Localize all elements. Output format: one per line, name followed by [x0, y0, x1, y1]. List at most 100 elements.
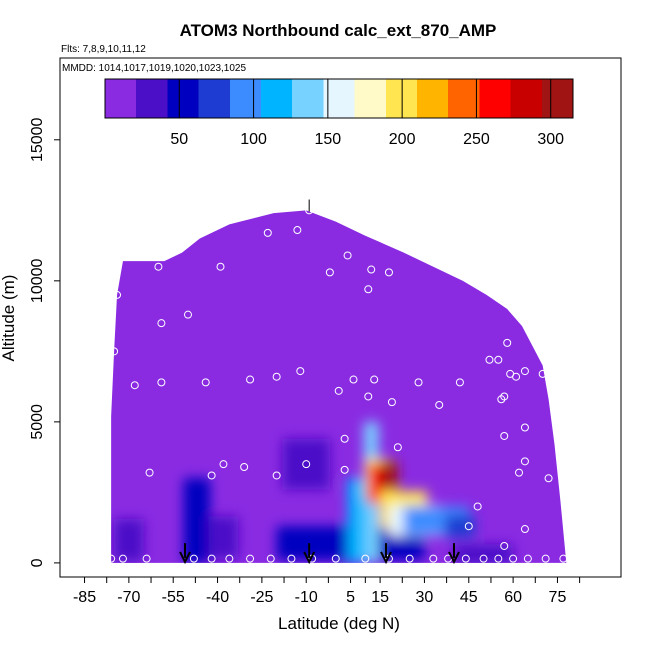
dates-note: MMDD: 1014,1017,1019,1020,1023,1025: [62, 63, 246, 74]
sample-point: [201, 378, 210, 387]
sample-point: [293, 226, 302, 235]
x-axis-label: Latitude (deg N): [278, 614, 400, 633]
sample-point: [520, 525, 529, 534]
arrow-head: [380, 551, 392, 565]
colorbar-tick-label: 250: [463, 131, 490, 148]
sample-point: [331, 554, 340, 563]
sample-point: [523, 554, 532, 563]
x-tick-label: -85: [73, 589, 96, 606]
sample-point: [364, 285, 373, 294]
sample-point: [219, 460, 228, 469]
arrow-head: [448, 551, 460, 565]
sample-point: [89, 406, 98, 415]
sample-point: [455, 378, 464, 387]
sample-point: [157, 319, 166, 328]
colorbar-tick-label: 150: [315, 131, 342, 148]
colorbar-labels: 50 100 150 200 250 300: [170, 131, 564, 148]
sample-point: [246, 554, 255, 563]
heatmap-cell: [282, 438, 330, 490]
x-tick-label: 60: [504, 589, 522, 606]
sample-point: [559, 554, 568, 563]
sample-point: [334, 386, 343, 395]
sample-point: [370, 375, 379, 384]
sample-point: [325, 268, 334, 277]
sample-point: [263, 228, 272, 237]
sample-point: [520, 457, 529, 466]
x-tick-label: -70: [117, 589, 140, 606]
x-axis: -85 -70 -55 -40 -25 -10 5 15 30 45 60 75: [73, 577, 581, 606]
sample-point: [118, 554, 127, 563]
sample-point: [500, 392, 509, 401]
y-tick-label: 0: [29, 558, 46, 567]
sample-point: [189, 554, 198, 563]
sample-point: [364, 392, 373, 401]
heatmap-cell: [380, 461, 398, 490]
sample-point: [302, 460, 311, 469]
flights-note: Flts: 7,8,9,10,11,12: [61, 44, 146, 55]
colorbar-tick-label: 50: [170, 131, 188, 148]
heatmap-cell: [114, 519, 144, 562]
heatmap-cell: [347, 478, 366, 563]
sample-point: [145, 468, 154, 477]
y-axis: 0 5000 10000 15000: [29, 117, 60, 567]
sample-point: [461, 554, 470, 563]
chart-title: ATOM3 Northbound calc_ext_870_AMP: [180, 21, 497, 40]
sample-point: [541, 554, 550, 563]
sample-point: [207, 554, 216, 563]
sample-point: [272, 372, 281, 381]
sample-point: [414, 378, 423, 387]
arrow-head: [179, 551, 191, 565]
sample-point: [225, 554, 234, 563]
colorbar-tick-label: 200: [389, 131, 416, 148]
sample-point: [494, 554, 503, 563]
sample-point: [207, 471, 216, 480]
x-tick-label: -25: [250, 589, 273, 606]
colorbar-tick-label: 300: [537, 131, 564, 148]
sample-point: [512, 372, 521, 381]
sample-point: [287, 554, 296, 563]
sample-point: [142, 554, 151, 563]
sample-point: [464, 522, 473, 531]
sample-point: [130, 381, 139, 390]
sample-point: [435, 400, 444, 409]
colorbar-tick-label: 100: [240, 131, 267, 148]
sample-point: [393, 443, 402, 452]
sample-point: [246, 375, 255, 384]
sample-point: [98, 462, 107, 471]
x-tick-label: 45: [460, 589, 478, 606]
heatmap-cell: [445, 514, 475, 538]
sample-point: [429, 554, 438, 563]
plot-frame: [59, 57, 622, 578]
sample-point: [473, 502, 482, 511]
x-tick-label: -10: [295, 589, 318, 606]
sample-point: [349, 375, 358, 384]
sample-point: [523, 321, 532, 330]
x-tick-label: 30: [416, 589, 434, 606]
sample-point: [500, 541, 509, 550]
sample-point: [343, 251, 352, 260]
heatmap-cell: [183, 478, 211, 563]
y-tick-label: 10000: [29, 258, 46, 303]
sample-point: [183, 310, 192, 319]
sample-point: [107, 554, 116, 563]
sample-point: [479, 554, 488, 563]
x-tick-label: 75: [549, 589, 567, 606]
x-tick-label: 15: [371, 589, 389, 606]
y-tick-label: 5000: [29, 404, 46, 440]
colorbar: [104, 78, 574, 119]
sample-point: [240, 462, 249, 471]
colorbar-tick-lines: [178, 79, 552, 118]
sample-point: [154, 262, 163, 271]
arrow-markers: [179, 543, 460, 565]
sample-point: [494, 355, 503, 364]
x-tick-label: -40: [206, 589, 229, 606]
sample-point: [500, 431, 509, 440]
sample-point: [387, 398, 396, 407]
sample-point: [113, 290, 122, 299]
sample-point: [340, 434, 349, 443]
y-axis-label: Altitude (m): [0, 275, 18, 362]
sample-point: [216, 262, 225, 271]
sample-point: [520, 423, 529, 432]
sample-point: [538, 369, 547, 378]
